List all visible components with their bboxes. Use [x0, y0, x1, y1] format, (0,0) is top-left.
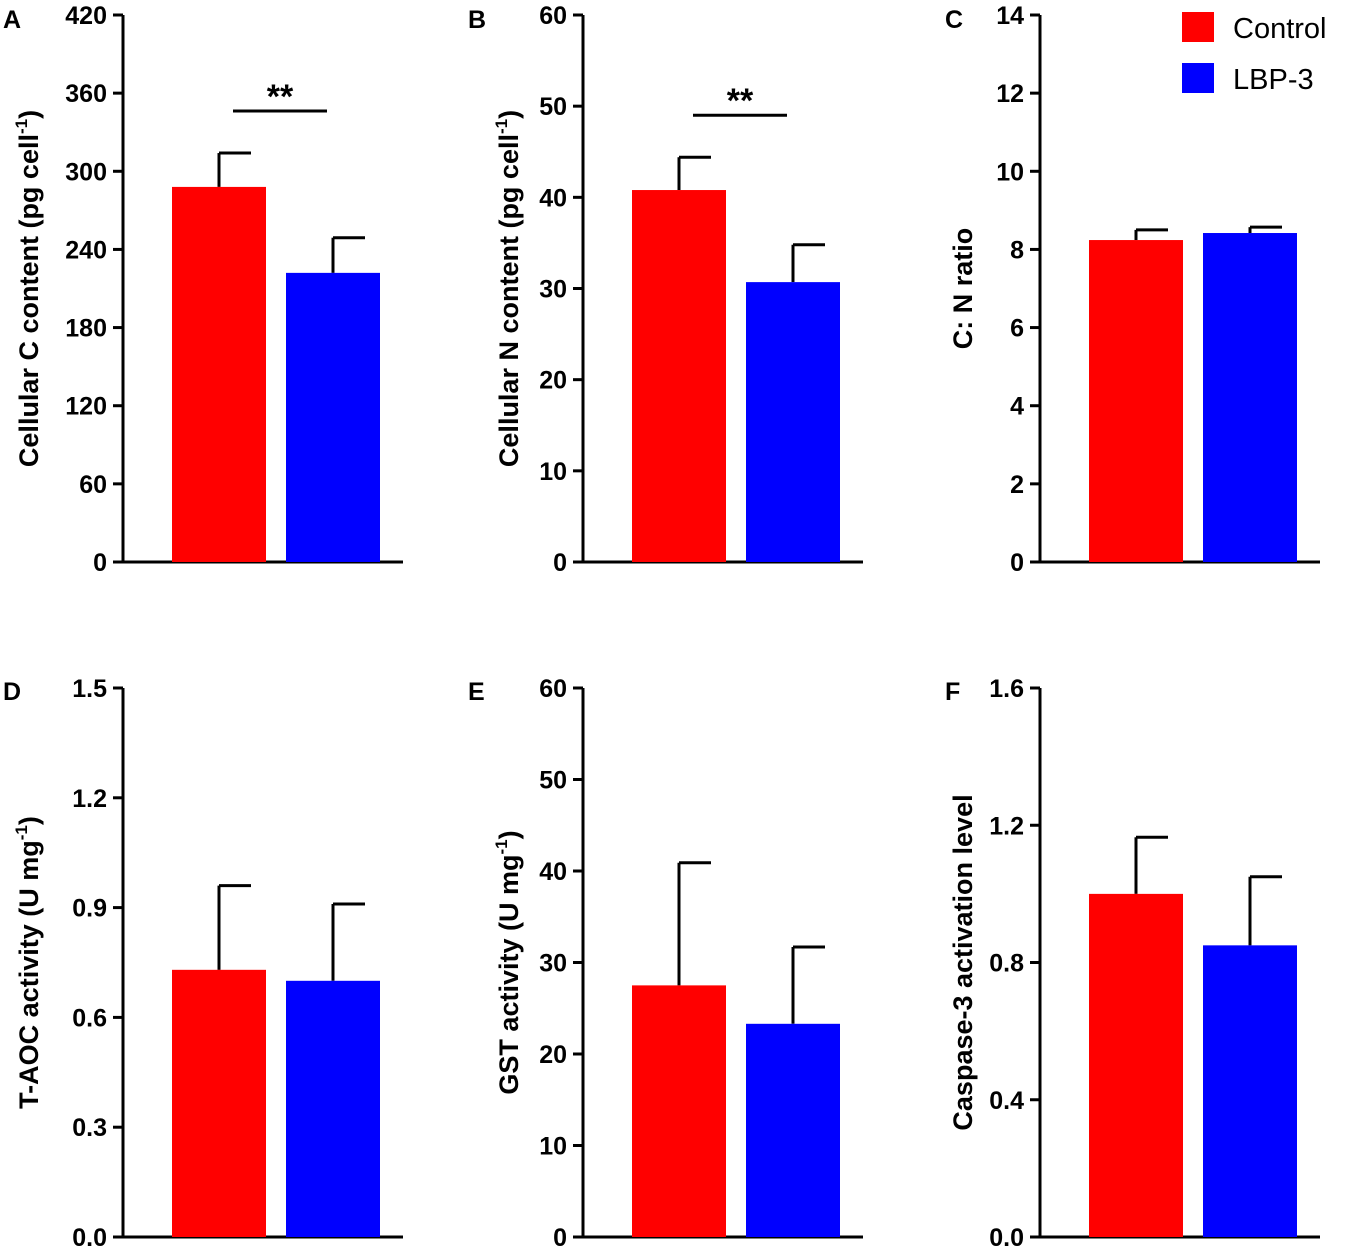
bar-control: [632, 985, 726, 1237]
legend-label-lbp3: LBP-3: [1233, 64, 1314, 96]
y-tick-label: 120: [65, 393, 107, 421]
bar-control: [172, 969, 266, 1237]
y-tick-label: 40: [539, 184, 567, 212]
panel-d: D 0.0 0.3 0.6 0.9 1.2 1.5 T-AOC activity (U mg-…: [3, 675, 403, 1252]
y-tick-label: 8: [1010, 236, 1024, 264]
y-tick-label: 0.0: [989, 1224, 1024, 1252]
panel-b: B 0 10 20 30 40 50 60 Cellular N content (pg cel…: [468, 2, 863, 577]
y-tick-label: 1.2: [72, 785, 107, 813]
y-tick-label: 4: [1010, 393, 1024, 421]
y-tick-label: 180: [65, 315, 107, 343]
panel-label: E: [468, 678, 485, 706]
legend-swatch-lbp3: [1182, 63, 1214, 93]
bar-lbp-3: [1203, 945, 1297, 1237]
legend-swatch-control: [1182, 12, 1214, 42]
y-tick-label: 20: [539, 367, 567, 395]
panel-c: C 0 2 4 6 8 10 12 14 C: N ratio: [945, 2, 1320, 577]
y-tick-label: 0: [93, 549, 107, 577]
panel-label: D: [3, 678, 21, 706]
y-tick-label: 30: [539, 276, 567, 304]
bar-control: [1089, 240, 1183, 562]
panel-e: E 0 10 20 30 40 50 60 GST activity (U mg-1): [468, 675, 863, 1252]
bar-lbp-3: [1203, 233, 1297, 563]
y-tick-label: 0: [553, 1224, 567, 1252]
bar-lbp-3: [286, 980, 380, 1237]
y-tick-label: 420: [65, 2, 107, 30]
y-tick-label: 50: [539, 93, 567, 121]
y-tick-label: 1.6: [989, 675, 1024, 703]
y-tick-label: 0.6: [72, 1004, 107, 1032]
y-axis-label: Cellular N content (pg cell-1): [492, 110, 524, 467]
y-tick-label: 300: [65, 158, 107, 186]
y-axis-label: Caspase-3 activation level: [948, 794, 978, 1130]
y-tick-label: 240: [65, 236, 107, 264]
significance-marker: **: [267, 78, 294, 116]
y-tick-label: 2: [1010, 471, 1024, 499]
panel-label: F: [945, 678, 960, 706]
y-axis-label: T-AOC activity (U mg-1): [12, 816, 44, 1109]
y-tick-label: 360: [65, 80, 107, 108]
y-tick-label: 0.8: [989, 950, 1024, 978]
y-tick-label: 10: [539, 458, 567, 486]
y-tick-label: 0.0: [72, 1224, 107, 1252]
y-tick-label: 0: [1010, 549, 1024, 577]
y-tick-label: 10: [539, 1133, 567, 1161]
legend: Control LBP-3: [1182, 12, 1327, 96]
y-tick-label: 60: [79, 471, 107, 499]
panel-label: B: [468, 6, 486, 34]
y-tick-label: 12: [996, 80, 1024, 108]
significance-marker: **: [727, 82, 754, 120]
bar-lbp-3: [746, 282, 840, 562]
bar-control: [172, 186, 266, 562]
bar-lbp-3: [746, 1023, 840, 1237]
bar-control: [632, 190, 726, 563]
legend-label-control: Control: [1233, 13, 1327, 45]
y-tick-label: 50: [539, 767, 567, 795]
y-tick-label: 30: [539, 950, 567, 978]
y-axis-label: GST activity (U mg-1): [492, 830, 524, 1094]
y-axis-label: Cellular C content (pg cell-1): [12, 110, 44, 467]
y-tick-label: 60: [539, 675, 567, 703]
panel-f: F 0.0 0.4 0.8 1.2 1.6 Caspase-3 activation lev…: [945, 675, 1320, 1252]
y-tick-label: 0.4: [989, 1087, 1024, 1115]
y-tick-label: 1.5: [72, 675, 107, 703]
y-tick-label: 60: [539, 2, 567, 30]
panel-a: A 0 60 120 180 240 300 360 420 Cellular C content…: [3, 2, 403, 577]
y-tick-label: 6: [1010, 315, 1024, 343]
y-tick-label: 10: [996, 158, 1024, 186]
bar-control: [1089, 893, 1183, 1237]
y-axis-label: C: N ratio: [948, 228, 978, 350]
y-tick-label: 20: [539, 1041, 567, 1069]
y-tick-label: 0.3: [72, 1114, 107, 1142]
y-tick-label: 0.9: [72, 895, 107, 923]
panel-label: C: [945, 6, 963, 34]
bar-lbp-3: [286, 272, 380, 562]
y-tick-label: 40: [539, 858, 567, 886]
panel-label: A: [3, 6, 21, 34]
y-tick-label: 1.2: [989, 812, 1024, 840]
y-tick-label: 0: [553, 549, 567, 577]
y-tick-label: 14: [996, 2, 1024, 30]
